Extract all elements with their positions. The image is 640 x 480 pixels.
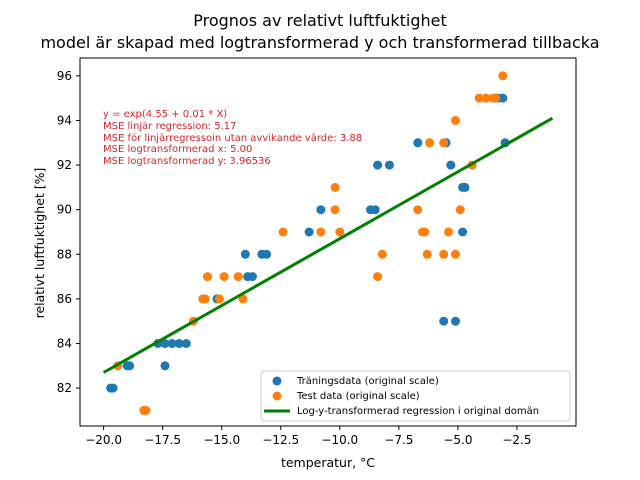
training-point-25 [446, 160, 456, 170]
training-point-32 [498, 93, 508, 103]
training-point-3 [125, 361, 135, 371]
test-point-27 [439, 138, 449, 148]
y-tick-label: 84 [57, 336, 72, 350]
test-point-25 [451, 249, 460, 259]
training-point-21 [384, 160, 394, 170]
plot-layer [102, 71, 554, 415]
training-point-20 [373, 160, 383, 170]
legend: Träningsdata (original scale) Test data … [260, 370, 571, 422]
training-point-30 [451, 316, 460, 326]
regression-line [102, 116, 554, 374]
training-point-22 [413, 138, 423, 148]
annotation-mse-no-outlier: MSE för linjärregressoin utan avvikande … [103, 133, 362, 144]
legend-box [260, 370, 571, 422]
plot-frame [79, 57, 577, 427]
y-tick-label: 88 [57, 247, 72, 261]
y-tick-label: 96 [57, 69, 72, 83]
y-axis-label: relativt luftfuktighet [%] [32, 168, 47, 319]
x-tick-label: −12.5 [262, 433, 299, 447]
legend-marker-test [272, 391, 282, 401]
legend-marker-training [272, 376, 282, 386]
x-tick-label: −5.0 [443, 433, 472, 447]
annotation-equation: y = exp(4.55 + 0.01 * X) [103, 109, 227, 120]
legend-label-regression: Log-y-transformerad regression i origina… [297, 406, 539, 417]
training-point-28 [458, 227, 468, 237]
y-tick-label: 82 [57, 381, 72, 395]
test-point-6 [214, 294, 224, 304]
test-point-22 [377, 249, 387, 259]
training-point-5 [160, 339, 170, 348]
training-point-1 [108, 383, 118, 393]
annotation-block: y = exp(4.55 + 0.01 * X) MSE linjär regr… [103, 109, 362, 167]
training-point-7 [174, 339, 184, 348]
training-point-19 [370, 205, 380, 215]
test-point-24 [439, 249, 449, 259]
annotation-mse-logy: MSE logtransformerad y: 3.96536 [103, 156, 271, 167]
training-point-11 [240, 249, 250, 259]
training-point-29 [439, 316, 449, 326]
chart-subtitle: model är skapad med logtransformerad y o… [40, 33, 600, 52]
x-tick-label: −17.5 [144, 433, 181, 447]
test-point-7 [238, 294, 248, 304]
y-tick-label: 90 [57, 203, 72, 217]
training-point-8 [181, 339, 191, 348]
axes-layer: −20.0 −17.5 −15.0 −12.5 −10.0 −7.5 −5.0 −2.5 82 8… [57, 57, 577, 447]
test-point-15 [420, 227, 430, 237]
x-tick-label: −15.0 [203, 433, 240, 447]
test-point-13 [335, 227, 345, 237]
test-point-23 [422, 249, 432, 259]
test-point-20 [455, 205, 465, 215]
training-point-27 [460, 182, 470, 192]
test-point-5 [200, 294, 210, 304]
test-point-18 [330, 205, 340, 215]
annotation-mse-logx: MSE logtransformerad x: 5.00 [103, 144, 252, 155]
test-point-12 [316, 227, 326, 237]
training-point-15 [247, 272, 257, 282]
training-point-9 [160, 361, 170, 371]
test-point-10 [233, 272, 243, 282]
test-point-29 [451, 115, 460, 125]
y-tick-label: 92 [57, 158, 72, 172]
annotation-mse-linear: MSE linjär regression: 5.17 [103, 121, 236, 132]
test-point-33 [491, 93, 501, 103]
training-point-6 [167, 339, 177, 348]
test-point-34 [498, 71, 508, 81]
y-tick-label: 86 [57, 292, 72, 306]
x-tick-label: −2.5 [502, 433, 531, 447]
x-tick-label: −20.0 [85, 433, 122, 447]
training-point-16 [304, 227, 314, 237]
test-point-26 [425, 138, 435, 148]
legend-label-training: Träningsdata (original scale) [296, 376, 439, 387]
test-point-21 [373, 272, 383, 282]
test-point-30 [474, 93, 484, 103]
y-tick-label: 94 [57, 113, 72, 127]
training-point-17 [316, 205, 326, 215]
test-point-9 [219, 272, 229, 282]
test-point-31 [481, 93, 491, 103]
training-point-13 [262, 249, 272, 259]
x-axis-label: temperatur, °C [281, 455, 375, 470]
x-tick-label: −7.5 [384, 433, 413, 447]
chart-title: Prognos av relativt luftfuktighet [193, 11, 447, 30]
test-point-19 [413, 205, 423, 215]
legend-label-test: Test data (original scale) [296, 391, 420, 402]
test-point-11 [278, 227, 288, 237]
test-point-2 [141, 405, 151, 415]
test-point-8 [203, 272, 212, 282]
x-tick-label: −10.0 [321, 433, 358, 447]
test-point-16 [444, 227, 453, 237]
test-point-17 [330, 182, 340, 192]
